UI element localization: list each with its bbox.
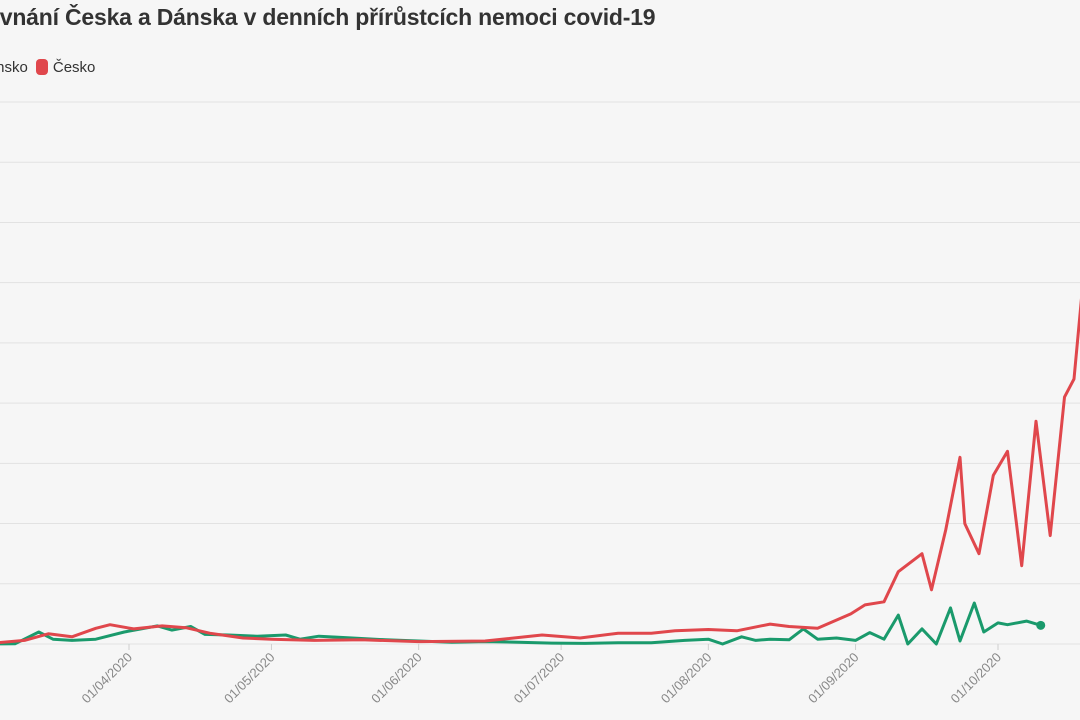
- series-line-dansko: [0, 601, 1043, 646]
- x-tick-label: 01/08/2020: [658, 650, 715, 707]
- x-tick-label: 01/10/2020: [947, 650, 1004, 707]
- chart-title: Srovnání Česka a Dánska v denních přírůs…: [0, 4, 656, 30]
- x-tick-label: 01/05/2020: [221, 650, 278, 707]
- legend-label-dansko: Dánsko: [0, 58, 28, 76]
- legend-label-cesko: Česko: [52, 58, 96, 76]
- legend-item-dansko[interactable]: Dánsko: [0, 59, 28, 76]
- legend-swatch-cesko: [35, 59, 48, 75]
- x-tick-label: 01/09/2020: [805, 650, 862, 707]
- x-tick-label: 01/04/2020: [78, 650, 135, 707]
- series-line-cesko: [0, 298, 1080, 644]
- legend-item-cesko[interactable]: Česko: [35, 58, 96, 76]
- x-tick-label: 01/07/2020: [511, 650, 568, 707]
- chart-legend: Dánsko Česko: [0, 57, 103, 77]
- x-tick-label: 01/06/2020: [368, 650, 425, 707]
- series-end-point-dansko: [1036, 620, 1046, 630]
